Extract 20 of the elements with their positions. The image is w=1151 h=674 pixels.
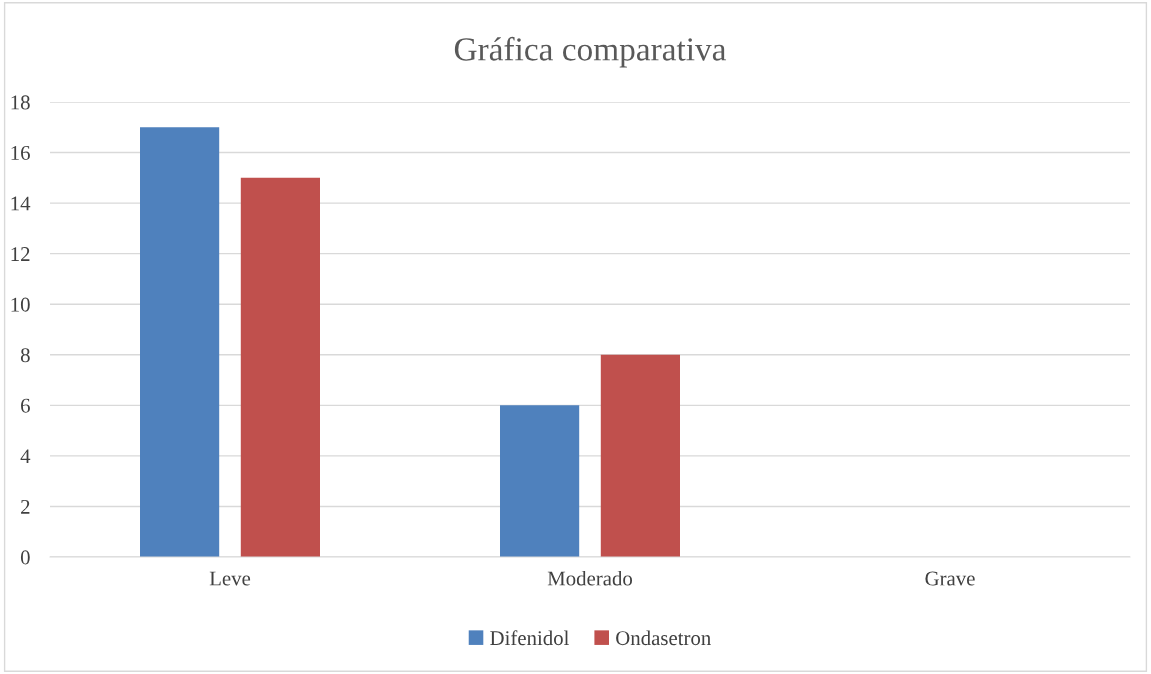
- y-tick-label: 14: [11, 196, 31, 211]
- y-tick-label: 10: [11, 297, 30, 312]
- y-tick-label: 8: [20, 348, 30, 363]
- x-tick-label: Grave: [925, 571, 975, 586]
- bar: [600, 354, 680, 557]
- legend-label: Ondasetron: [616, 630, 711, 646]
- y-tick-label: 0: [20, 550, 30, 565]
- x-tick-label: Moderado: [547, 570, 633, 586]
- bar: [500, 405, 580, 557]
- bar: [140, 127, 220, 557]
- y-tick-label: 2: [21, 499, 30, 514]
- y-tick-label: 4: [20, 449, 31, 464]
- y-tick-label: 6: [21, 398, 30, 413]
- legend-label: Difenidol: [490, 630, 569, 646]
- x-tick-label: Leve: [209, 571, 251, 586]
- chart-title: Gráfica comparativa: [454, 36, 727, 68]
- y-tick-label: 16: [11, 145, 30, 160]
- y-tick-label: 12: [11, 247, 30, 261]
- bar: [240, 177, 320, 557]
- y-tick-label: 18: [11, 95, 30, 110]
